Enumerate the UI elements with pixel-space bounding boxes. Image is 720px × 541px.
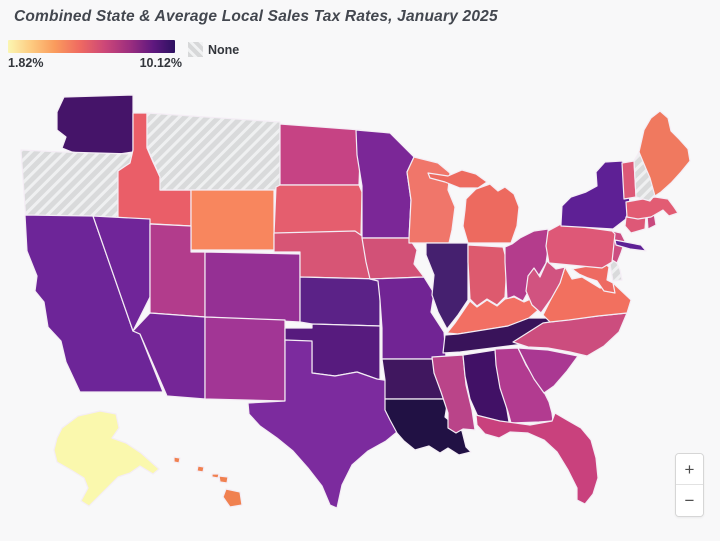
map-zoom-control: + − — [675, 453, 704, 517]
state-nd[interactable]: North Dakota: 7.04% — [279, 123, 362, 186]
state-nc[interactable]: North Carolina: 6.99% — [512, 312, 628, 357]
state-me[interactable]: Maine: 5.5% — [638, 110, 691, 197]
state-wy[interactable]: Wyoming: 5.44% — [190, 189, 275, 251]
state-tx[interactable]: Texas: 8.2% — [247, 339, 398, 509]
state-md[interactable]: Maryland: 6% — [571, 262, 616, 294]
state-wv[interactable]: West Virginia: 6.57% — [525, 260, 566, 314]
state-fl[interactable]: Florida: 7% — [475, 412, 599, 505]
legend-min-label: 1.82% — [8, 56, 44, 70]
legend-none-entry: None — [188, 42, 239, 57]
chart-title: Combined State & Average Local Sales Tax… — [14, 8, 498, 25]
state-ma[interactable]: Massachusetts: 6.25% — [625, 196, 679, 220]
state-sc[interactable]: South Carolina: 7.5% — [517, 347, 579, 394]
state-mi[interactable]: Michigan: 6% — [427, 169, 520, 244]
state-co[interactable]: Colorado: 7.81% — [204, 251, 301, 323]
legend: 1.82% 10.12% — [8, 40, 182, 70]
state-pa[interactable]: Pennsylvania: 6.34% — [545, 223, 616, 269]
none-hatch-swatch — [188, 42, 203, 57]
state-wa[interactable]: Washington: 9.43% — [56, 94, 134, 158]
state-mt[interactable]: Montana: None — [146, 112, 281, 191]
state-nm[interactable]: New Mexico: 7.62% — [204, 316, 286, 402]
state-or[interactable]: Oregon: None — [20, 149, 134, 223]
none-label: None — [208, 42, 240, 57]
state-in[interactable]: Indiana: 7% — [467, 244, 508, 307]
legend-max-label: 10.12% — [139, 56, 182, 70]
state-sd[interactable]: South Dakota: 6.11% — [273, 184, 363, 236]
zoom-in-button[interactable]: + — [676, 454, 703, 485]
state-ks[interactable]: Kansas: 8.77% — [299, 276, 381, 327]
state-mn[interactable]: Minnesota: 8.13% — [355, 129, 415, 239]
state-ak[interactable]: Alaska: 1.82% — [53, 410, 160, 507]
state-hi[interactable]: Hawaii: 4.5% — [173, 456, 243, 508]
legend-gradient-bar — [8, 40, 175, 53]
state-wi[interactable]: Wisconsin: 5.7% — [406, 156, 456, 244]
state-ia[interactable]: Iowa: 6.94% — [361, 237, 425, 280]
legend-labels: 1.82% 10.12% — [8, 56, 182, 70]
zoom-out-button[interactable]: − — [676, 485, 703, 516]
